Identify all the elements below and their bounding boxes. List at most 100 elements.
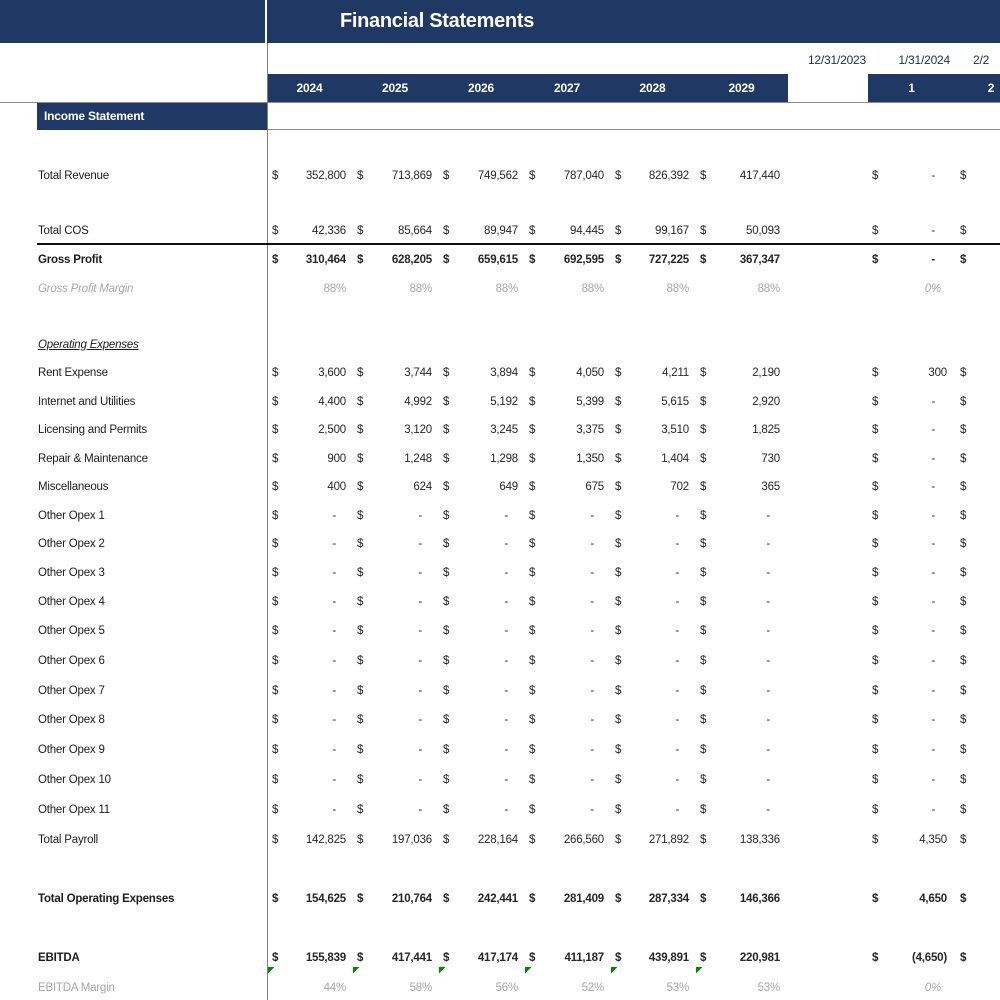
- cell-2025[interactable]: 4,992: [404, 395, 432, 408]
- cell-2025[interactable]: 624: [413, 481, 432, 493]
- cell-2029[interactable]: 220,981: [739, 951, 780, 964]
- cell-2029[interactable]: -: [766, 803, 770, 816]
- year-header-2024[interactable]: 2024: [296, 81, 323, 95]
- cell-2028[interactable]: 439,891: [648, 951, 689, 964]
- cell-2025[interactable]: 713,869: [391, 169, 432, 182]
- cell-2027[interactable]: 88%: [581, 282, 605, 295]
- cell-2028[interactable]: -: [675, 566, 679, 579]
- cell-2024[interactable]: 44%: [323, 981, 347, 994]
- cell-month-1[interactable]: 0%: [924, 282, 941, 295]
- cell-2027[interactable]: -: [590, 803, 594, 816]
- cell-2024[interactable]: -: [332, 509, 336, 522]
- cell-2027[interactable]: 411,187: [564, 951, 604, 964]
- cell-2028[interactable]: 53%: [666, 981, 690, 994]
- cell-2028[interactable]: 3,510: [661, 424, 689, 436]
- cell-2027[interactable]: -: [590, 595, 594, 608]
- cell-2029[interactable]: -: [766, 595, 770, 608]
- row-label[interactable]: Other Opex 8: [38, 714, 105, 726]
- cell-2025[interactable]: 88%: [409, 282, 433, 295]
- cell-2026[interactable]: -: [504, 743, 508, 756]
- date-header-2[interactable]: 1/31/2024: [898, 53, 950, 67]
- cell-2025[interactable]: -: [418, 803, 422, 816]
- cell-2025[interactable]: -: [418, 743, 422, 756]
- cell-2025[interactable]: -: [418, 654, 422, 667]
- cell-2026[interactable]: 228,164: [477, 833, 518, 846]
- cell-2027[interactable]: -: [590, 509, 594, 522]
- cell-2027[interactable]: 281,409: [563, 892, 604, 905]
- cell-2025[interactable]: -: [418, 566, 422, 579]
- date-header-1[interactable]: 12/31/2023: [807, 53, 866, 67]
- cell-2026[interactable]: -: [504, 625, 508, 637]
- cell-2026[interactable]: -: [504, 566, 508, 579]
- cell-month-1[interactable]: -: [931, 803, 935, 816]
- cell-month-1[interactable]: (4,650): [911, 951, 947, 964]
- row-label[interactable]: Other Opex 5: [38, 625, 105, 637]
- cell-2028[interactable]: -: [675, 595, 679, 608]
- cell-2027[interactable]: 787,040: [563, 169, 604, 182]
- cell-2029[interactable]: 365: [761, 481, 780, 493]
- cell-2024[interactable]: -: [332, 566, 336, 579]
- cell-month-1[interactable]: -: [931, 714, 935, 726]
- row-label[interactable]: Operating Expenses: [38, 338, 139, 351]
- cell-2024[interactable]: -: [332, 595, 336, 608]
- cell-2026[interactable]: 417,174: [477, 951, 518, 964]
- cell-2027[interactable]: 3,375: [576, 424, 604, 436]
- cell-2026[interactable]: 89,947: [484, 224, 518, 237]
- cell-2027[interactable]: -: [590, 773, 594, 786]
- cell-2029[interactable]: -: [766, 509, 770, 522]
- cell-2027[interactable]: 52%: [581, 981, 605, 994]
- cell-2024[interactable]: 3,600: [318, 367, 346, 379]
- cell-2025[interactable]: 628,205: [391, 253, 432, 266]
- cell-2025[interactable]: 210,764: [391, 892, 432, 905]
- year-header-2026[interactable]: 2026: [468, 81, 494, 95]
- cell-2024[interactable]: 154,625: [305, 892, 346, 905]
- cell-2029[interactable]: 146,366: [739, 892, 780, 905]
- cell-2024[interactable]: 400: [327, 481, 346, 493]
- cell-2024[interactable]: -: [332, 743, 336, 756]
- cell-month-1[interactable]: -: [931, 595, 935, 608]
- row-label[interactable]: Other Opex 10: [38, 773, 111, 786]
- cell-2027[interactable]: 1,350: [576, 452, 604, 465]
- cell-2028[interactable]: 4,211: [662, 367, 689, 379]
- row-label[interactable]: Other Opex 4: [38, 595, 105, 608]
- row-label[interactable]: Licensing and Permits: [38, 424, 147, 436]
- year-header-2029[interactable]: 2029: [728, 81, 755, 95]
- cell-2027[interactable]: -: [590, 625, 594, 637]
- cell-2026[interactable]: -: [504, 773, 508, 786]
- cell-2029[interactable]: -: [766, 654, 770, 667]
- cell-2026[interactable]: -: [504, 538, 508, 550]
- row-label[interactable]: Rent Expense: [38, 367, 108, 379]
- year-header-2027[interactable]: 2027: [554, 81, 580, 95]
- cell-2029[interactable]: -: [766, 743, 770, 756]
- cell-2025[interactable]: 3,744: [404, 367, 432, 379]
- cell-2028[interactable]: -: [675, 625, 679, 637]
- cell-2029[interactable]: -: [766, 625, 770, 637]
- cell-month-1[interactable]: -: [931, 773, 935, 786]
- cell-2027[interactable]: 675: [585, 481, 604, 493]
- cell-2026[interactable]: -: [504, 803, 508, 816]
- cell-2025[interactable]: -: [418, 684, 422, 697]
- cell-2029[interactable]: -: [766, 684, 770, 697]
- row-label[interactable]: Total COS: [38, 224, 89, 237]
- cell-2029[interactable]: 88%: [757, 282, 781, 295]
- cell-2029[interactable]: 367,347: [739, 253, 780, 266]
- cell-2028[interactable]: 88%: [666, 282, 690, 295]
- cell-month-1[interactable]: -: [931, 509, 935, 522]
- cell-2026[interactable]: 3,245: [490, 424, 518, 436]
- cell-2027[interactable]: -: [590, 538, 594, 550]
- year-header-2028[interactable]: 2028: [639, 81, 666, 95]
- cell-2027[interactable]: -: [590, 684, 594, 697]
- cell-2026[interactable]: -: [504, 509, 508, 522]
- cell-2024[interactable]: 310,464: [305, 253, 346, 266]
- cell-2025[interactable]: -: [418, 773, 422, 786]
- cell-2029[interactable]: -: [766, 773, 770, 786]
- cell-2027[interactable]: 5,399: [576, 395, 604, 408]
- cell-2028[interactable]: 702: [670, 481, 689, 493]
- row-label[interactable]: Total Revenue: [38, 169, 109, 182]
- section-header-income-statement[interactable]: Income Statement: [37, 103, 267, 130]
- cell-2027[interactable]: -: [590, 566, 594, 579]
- cell-2024[interactable]: 2,500: [318, 424, 346, 436]
- cell-2026[interactable]: 88%: [495, 282, 519, 295]
- cell-2029[interactable]: 2,190: [752, 367, 780, 379]
- row-label[interactable]: Other Opex 11: [38, 803, 110, 816]
